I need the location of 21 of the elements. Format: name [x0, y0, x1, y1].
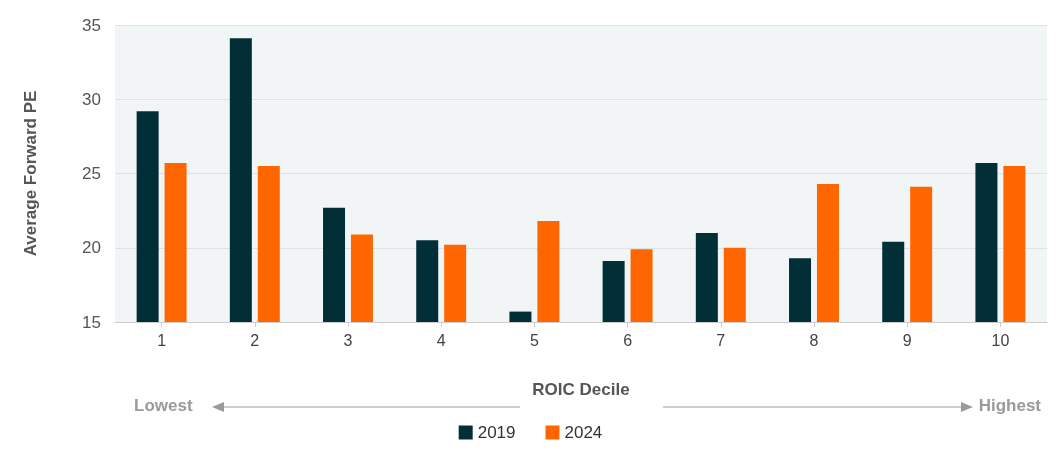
x-tick-label: 7: [716, 331, 726, 349]
y-tick-label: 30: [82, 89, 101, 109]
x-tick-label: 4: [436, 331, 446, 349]
x-tick-label: 8: [809, 331, 819, 349]
x-axis-title: ROIC Decile: [532, 380, 630, 399]
text: Highest: [978, 396, 1042, 415]
x-tick-label: 5: [529, 331, 539, 349]
x-tick-label: 9: [902, 331, 912, 349]
y-tick-label: 35: [82, 15, 101, 35]
y-axis-title: Average Forward PE: [21, 90, 40, 257]
x-tick-label: 10: [991, 331, 1010, 349]
x-tick-label: 2: [250, 331, 260, 349]
text: Lowest: [134, 396, 193, 415]
y-tick-label: 15: [82, 312, 101, 332]
x-tick-label: 1: [157, 331, 167, 349]
legend-label: 2024: [564, 423, 603, 442]
legend-label: 2019: [477, 423, 516, 442]
x-tick-label: 6: [623, 331, 633, 349]
y-tick-label: 20: [82, 238, 101, 258]
y-tick-label: 25: [82, 164, 101, 183]
x-tick-label: 3: [343, 331, 353, 349]
